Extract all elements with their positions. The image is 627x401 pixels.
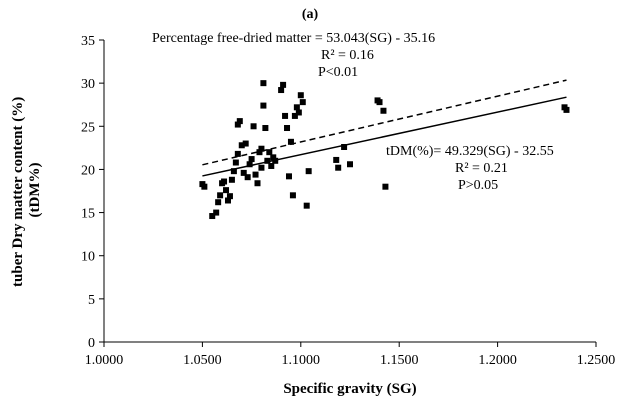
data-point bbox=[297, 92, 304, 99]
y-axis-title-line-2: (tDM%) bbox=[27, 163, 43, 218]
data-point bbox=[284, 125, 291, 132]
data-point bbox=[268, 162, 275, 169]
data-point bbox=[252, 171, 259, 178]
data-point bbox=[335, 164, 342, 171]
data-point bbox=[382, 183, 389, 190]
trend-lines bbox=[202, 79, 567, 177]
data-point bbox=[244, 174, 251, 181]
data-point bbox=[234, 150, 241, 157]
x-axis-ticks: 1.0000 1.0500 1.1000 1.1500 1.2000 1.2500 bbox=[85, 342, 616, 368]
y-tick-label: 15 bbox=[81, 207, 95, 222]
data-point bbox=[272, 157, 279, 164]
data-point bbox=[287, 138, 294, 145]
data-point bbox=[299, 99, 306, 106]
y-tick-label: 35 bbox=[81, 34, 95, 49]
data-point bbox=[228, 176, 235, 183]
data-point bbox=[234, 121, 241, 128]
data-point bbox=[221, 178, 228, 185]
data-point bbox=[293, 104, 300, 111]
solid-fit-r2: R² = 0.21 bbox=[455, 161, 508, 176]
data-point bbox=[246, 161, 253, 168]
x-tick-label: 1.2000 bbox=[478, 353, 517, 368]
y-tick-label: 5 bbox=[88, 293, 95, 308]
data-point bbox=[209, 213, 216, 220]
y-tick-label: 0 bbox=[88, 336, 95, 351]
y-tick-label: 10 bbox=[81, 250, 95, 265]
data-point bbox=[248, 156, 255, 163]
data-point bbox=[563, 106, 570, 113]
solid-fit-p: P>0.05 bbox=[458, 178, 498, 193]
y-axis-ticks: 0 5 10 15 20 25 30 35 bbox=[81, 34, 104, 351]
y-tick-label: 25 bbox=[81, 120, 95, 135]
data-point bbox=[213, 209, 220, 216]
data-point bbox=[215, 199, 222, 206]
data-point bbox=[250, 123, 257, 130]
data-point bbox=[240, 169, 247, 176]
data-point bbox=[226, 193, 233, 200]
panel-label: (a) bbox=[302, 7, 319, 22]
x-tick-label: 1.1500 bbox=[380, 353, 419, 368]
data-point bbox=[223, 187, 230, 194]
dashed-fit-r2: R² = 0.16 bbox=[321, 48, 374, 63]
data-point bbox=[291, 112, 298, 119]
data-point bbox=[278, 87, 285, 94]
data-point bbox=[280, 81, 287, 88]
data-points bbox=[199, 80, 570, 220]
data-point bbox=[295, 109, 302, 116]
data-point bbox=[264, 157, 271, 164]
data-point bbox=[262, 125, 269, 132]
x-tick-label: 1.1000 bbox=[282, 353, 321, 368]
data-point bbox=[341, 143, 348, 150]
data-point bbox=[232, 159, 239, 166]
data-point bbox=[289, 192, 296, 199]
data-point bbox=[230, 168, 237, 175]
data-point bbox=[376, 99, 383, 106]
x-tick-label: 1.0500 bbox=[183, 353, 222, 368]
data-point bbox=[333, 156, 340, 163]
data-point bbox=[260, 102, 267, 109]
data-point bbox=[254, 180, 261, 187]
data-point bbox=[242, 140, 249, 147]
data-point bbox=[285, 173, 292, 180]
data-point bbox=[217, 192, 224, 199]
x-tick-label: 1.2500 bbox=[577, 353, 616, 368]
data-point bbox=[236, 118, 243, 125]
data-point bbox=[270, 154, 277, 161]
data-point bbox=[303, 202, 310, 209]
data-point bbox=[224, 197, 231, 204]
data-point bbox=[260, 80, 267, 87]
data-point bbox=[238, 142, 245, 149]
dashed-fit-p: P<0.01 bbox=[318, 65, 358, 80]
x-tick-label: 1.0000 bbox=[85, 353, 124, 368]
data-point bbox=[258, 145, 265, 152]
y-axis-title: tuber Dry matter content (%) (tDM%) bbox=[10, 93, 43, 287]
solid-regression-line bbox=[202, 96, 567, 177]
x-axis-title: Specific gravity (SG) bbox=[283, 381, 416, 397]
y-tick-label: 20 bbox=[81, 163, 95, 178]
data-point bbox=[201, 183, 208, 190]
y-axis-title-line-1: tuber Dry matter content (%) bbox=[10, 97, 26, 287]
data-point bbox=[305, 168, 312, 175]
data-point bbox=[266, 149, 273, 156]
dashed-fit-equation: Percentage free-dried matter = 53.043(SG… bbox=[152, 31, 435, 46]
y-tick-label: 30 bbox=[81, 77, 95, 92]
data-point bbox=[347, 161, 353, 168]
data-point bbox=[258, 164, 265, 171]
solid-fit-equation: tDM(%)= 49.329(SG) - 32.55 bbox=[386, 144, 554, 159]
data-point bbox=[282, 112, 289, 119]
data-point bbox=[380, 107, 387, 114]
data-point bbox=[256, 149, 263, 156]
